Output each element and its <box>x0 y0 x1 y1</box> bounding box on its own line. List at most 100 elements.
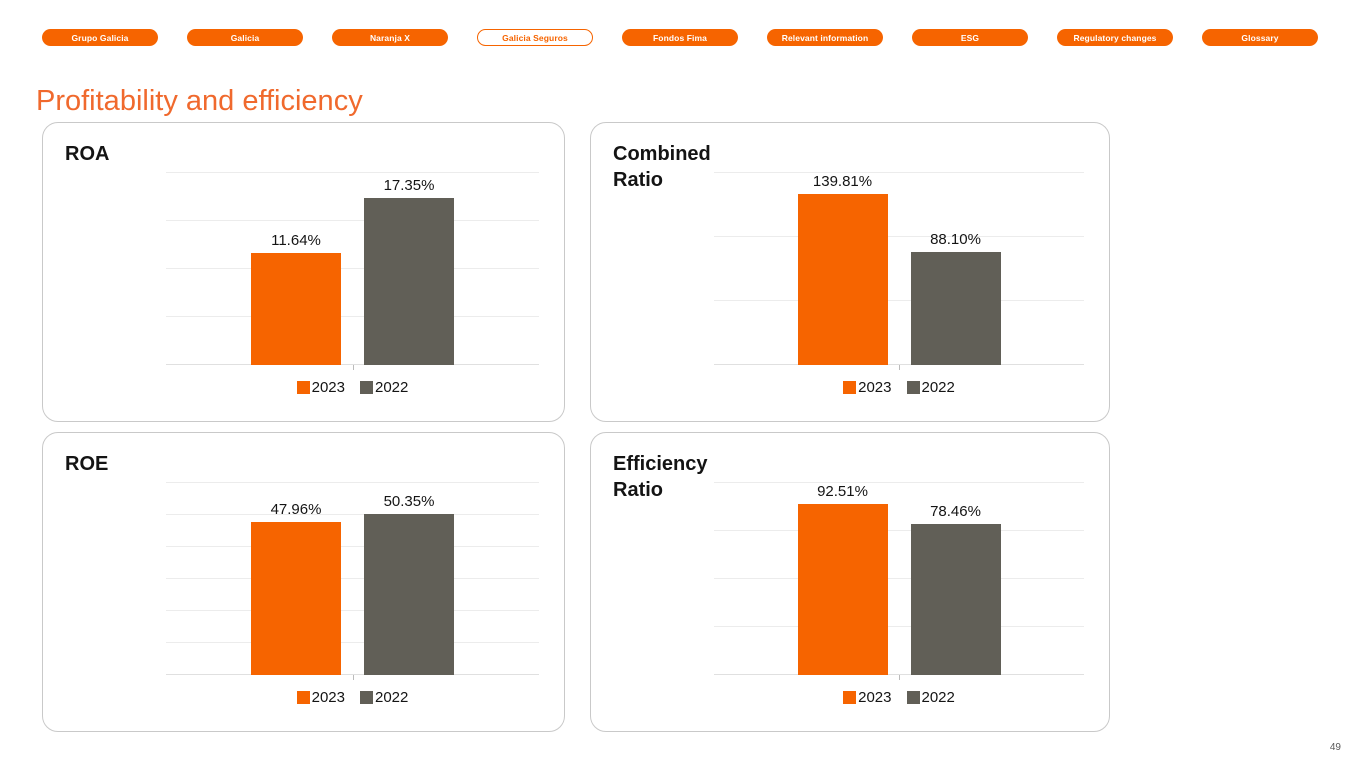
legend-label: 2022 <box>921 689 955 706</box>
gridline <box>714 300 1084 301</box>
legend-swatch-2023 <box>296 691 310 704</box>
bar-2023 <box>797 194 888 365</box>
gridline <box>166 482 539 483</box>
bar-2022 <box>910 252 1001 365</box>
bar-group-2023: 47.96% <box>251 483 341 675</box>
tab-glossary[interactable]: Glossary <box>1202 29 1318 46</box>
legend-swatch-2023 <box>843 691 857 704</box>
legend-item-2022: 2022 <box>906 379 955 396</box>
bar-group-2022: 17.35% <box>364 173 454 365</box>
plot-area: 92.51% 78.46% <box>714 482 1084 680</box>
gridline <box>714 172 1084 173</box>
chart-card-roe: ROE 47.96% 50.35% 2023 2022 <box>42 432 565 732</box>
gridline <box>166 316 539 317</box>
bar-value-label: 11.64% <box>271 232 321 250</box>
chart-legend: 2023 2022 <box>166 379 539 396</box>
bar-2023 <box>251 521 341 675</box>
chart-card-roa: ROA 11.64% 17.35% 2023 2022 <box>42 122 565 422</box>
bar-2023 <box>797 504 888 675</box>
bar-2022 <box>910 524 1001 675</box>
gridline <box>166 546 539 547</box>
gridline <box>166 610 539 611</box>
tab-regulatory-changes[interactable]: Regulatory changes <box>1057 29 1173 46</box>
plot-area: 139.81% 88.10% <box>714 172 1084 370</box>
chart-legend: 2023 2022 <box>714 689 1084 706</box>
gridline <box>714 482 1084 483</box>
legend-item-2023: 2023 <box>843 379 892 396</box>
legend-label: 2022 <box>375 689 409 706</box>
gridline <box>714 530 1084 531</box>
bar-value-label: 92.51% <box>817 483 868 500</box>
plot-area: 47.96% 50.35% <box>166 482 539 680</box>
page-title: Profitability and efficiency <box>36 85 363 118</box>
bars-container: 47.96% 50.35% <box>166 483 539 675</box>
gridline <box>166 514 539 515</box>
axis-tick <box>899 675 900 680</box>
top-nav: Grupo Galicia Galicia Naranja X Galicia … <box>42 29 1318 46</box>
tab-galicia[interactable]: Galicia <box>187 29 303 46</box>
bar-value-label: 50.35% <box>383 492 435 510</box>
legend-item-2022: 2022 <box>360 689 408 706</box>
chart-title: ROE <box>65 453 109 475</box>
legend-swatch-2022 <box>906 381 920 394</box>
legend-item-2022: 2022 <box>906 689 955 706</box>
legend-label: 2023 <box>311 689 345 706</box>
tab-esg[interactable]: ESG <box>912 29 1028 46</box>
legend-swatch-2023 <box>843 381 857 394</box>
legend-label: 2023 <box>311 379 345 396</box>
legend-swatch-2022 <box>360 381 373 394</box>
bar-value-label: 47.96% <box>270 500 322 518</box>
chart-title: ROA <box>65 143 110 165</box>
bars-container: 139.81% 88.10% <box>714 173 1084 365</box>
tab-naranja-x[interactable]: Naranja X <box>332 29 448 46</box>
page-number: 49 <box>1329 742 1341 753</box>
gridline <box>166 674 539 675</box>
bar-group-2023: 139.81% <box>797 173 888 365</box>
legend-swatch-2022 <box>360 691 373 704</box>
gridline <box>714 626 1084 627</box>
tab-galicia-seguros[interactable]: Galicia Seguros <box>477 29 593 46</box>
bars-container: 92.51% 78.46% <box>714 483 1084 675</box>
legend-item-2022: 2022 <box>360 379 408 396</box>
gridline <box>714 578 1084 579</box>
gridline <box>166 578 539 579</box>
chart-card-combined-ratio: Combined Ratio 139.81% 88.10% 2023 2022 <box>590 122 1110 422</box>
gridline <box>166 364 539 365</box>
chart-title: Combined Ratio <box>613 143 711 191</box>
chart-legend: 2023 2022 <box>714 379 1084 396</box>
bar-2022 <box>364 513 454 675</box>
bar-2023 <box>251 253 341 365</box>
bar-value-label: 78.46% <box>930 503 981 521</box>
bar-group-2022: 88.10% <box>910 173 1001 365</box>
legend-label: 2022 <box>375 379 409 396</box>
bar-group-2023: 92.51% <box>797 483 888 675</box>
bar-2022 <box>364 198 454 365</box>
legend-swatch-2023 <box>296 381 310 394</box>
bar-value-label: 139.81% <box>812 173 873 190</box>
bars-container: 11.64% 17.35% <box>166 173 539 365</box>
bar-value-label: 88.10% <box>930 231 981 249</box>
tab-relevant-information[interactable]: Relevant information <box>767 29 883 46</box>
legend-item-2023: 2023 <box>296 379 345 396</box>
legend-label: 2023 <box>858 379 892 396</box>
gridline <box>714 674 1084 675</box>
gridline <box>714 364 1084 365</box>
legend-item-2023: 2023 <box>296 689 345 706</box>
gridline <box>166 268 539 269</box>
tab-grupo-galicia[interactable]: Grupo Galicia <box>42 29 158 46</box>
gridline <box>166 642 539 643</box>
legend-item-2023: 2023 <box>843 689 892 706</box>
bar-group-2022: 50.35% <box>364 483 454 675</box>
bar-group-2023: 11.64% <box>251 173 341 365</box>
legend-label: 2023 <box>858 689 892 706</box>
legend-label: 2022 <box>921 379 955 396</box>
chart-title: Efficiency Ratio <box>613 453 708 501</box>
axis-tick <box>352 675 354 680</box>
plot-area: 11.64% 17.35% <box>166 172 539 370</box>
bar-value-label: 17.35% <box>383 177 435 195</box>
gridline <box>166 220 539 221</box>
tab-fondos-fima[interactable]: Fondos Fima <box>622 29 738 46</box>
gridline <box>714 236 1084 237</box>
axis-tick <box>352 365 354 370</box>
gridline <box>166 172 539 173</box>
